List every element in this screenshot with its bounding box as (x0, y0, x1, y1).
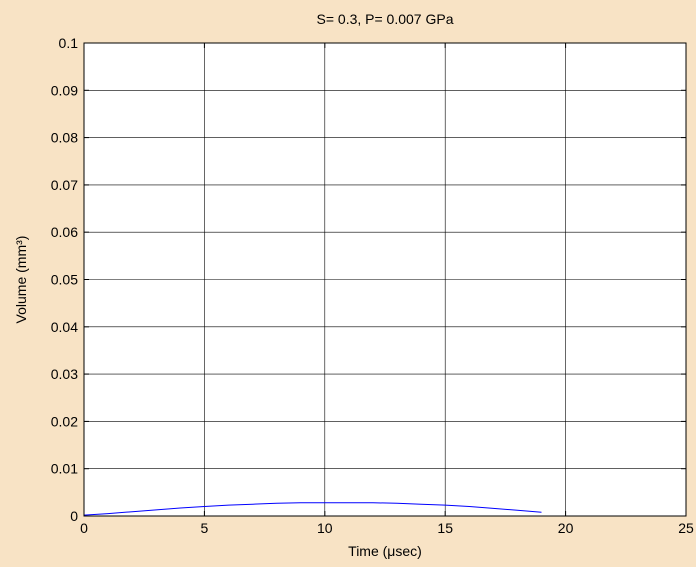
y-tick-label: 0.03 (51, 366, 78, 382)
grid (84, 43, 686, 516)
y-tick-label: 0.07 (51, 177, 78, 193)
series-layer (83, 502, 542, 516)
y-tick-label: 0.09 (51, 82, 78, 98)
y-axis-label: Volume (mm³) (13, 236, 29, 324)
y-tick-label: 0.1 (59, 35, 79, 51)
y-tick-label: 0.02 (51, 413, 78, 429)
y-tick-label: 0.05 (51, 272, 78, 288)
chart-title: S= 0.3, P= 0.007 GPa (317, 11, 454, 27)
x-tick-label: 25 (678, 520, 694, 536)
x-tick-label: 0 (80, 520, 88, 536)
series-line (83, 502, 542, 516)
y-tick-label: 0.06 (51, 224, 78, 240)
x-tick-label: 20 (558, 520, 574, 536)
y-tick-label: 0.04 (51, 319, 78, 335)
y-tick-label: 0.01 (51, 461, 78, 477)
ticks: 0 5 10 15 20 25 0 0.01 0.02 0.03 0.04 0.05 0.06 0.07 0… (51, 35, 694, 536)
x-axis-label: Time (μsec) (348, 543, 422, 559)
x-tick-label: 15 (437, 520, 453, 536)
y-tick-label: 0 (70, 508, 78, 524)
x-tick-label: 10 (317, 520, 333, 536)
x-tick-label: 5 (201, 520, 209, 536)
y-tick-label: 0.08 (51, 130, 78, 146)
